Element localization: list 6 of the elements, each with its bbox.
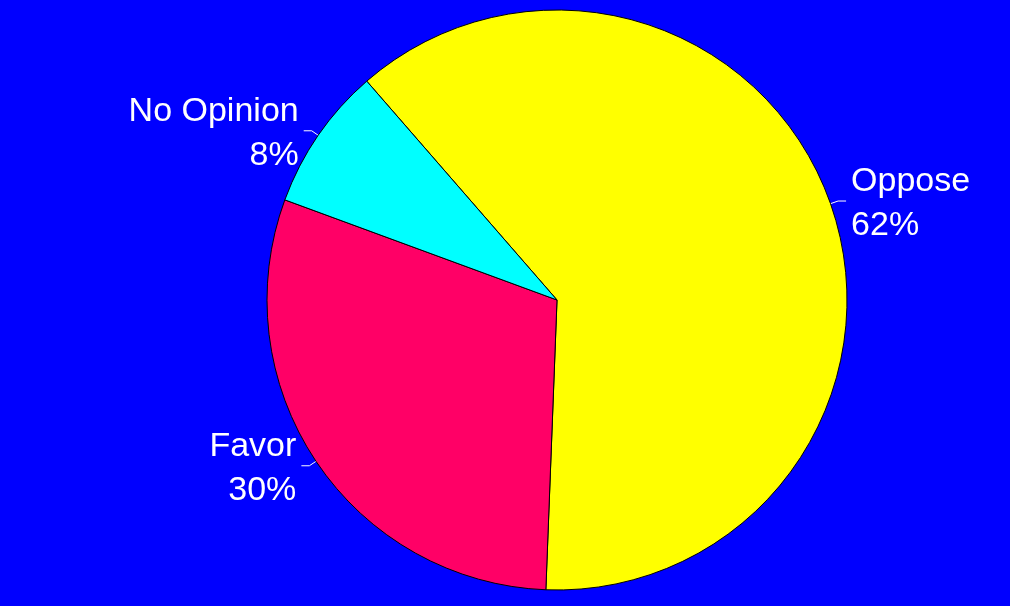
data-label: 8% [249,133,299,172]
slice-label: No Opinion [128,89,299,128]
data-label: 30% [228,468,297,507]
slice-label: Oppose [851,160,971,199]
data-label: 62% [851,204,920,243]
slice-label: Favor [209,424,297,463]
